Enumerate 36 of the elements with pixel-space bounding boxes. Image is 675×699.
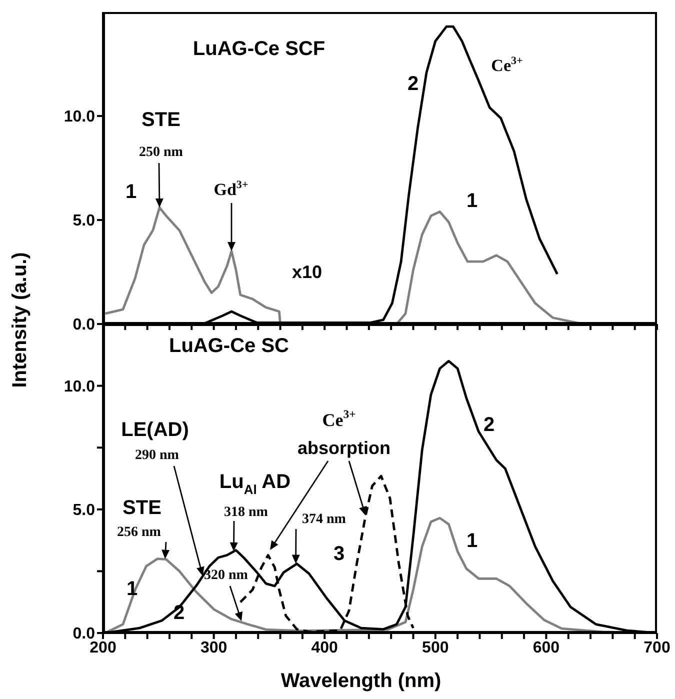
x-tick-label: 400	[311, 639, 338, 656]
x-tick-label: 500	[422, 639, 449, 656]
y-axis-title: Intensity (a.u.)	[9, 252, 32, 388]
text: LuAG-Ce SCF	[192, 38, 326, 60]
annotation: 1	[466, 190, 478, 212]
annotation: 250 nm	[139, 145, 184, 160]
annotation: Ce$^{3+}$	[322, 408, 356, 430]
x-tick-label: 300	[200, 639, 228, 656]
annotation: absorption	[298, 438, 390, 458]
annotation: 2	[407, 73, 419, 96]
annotation: 1	[125, 181, 137, 204]
annotation: STE	[142, 109, 180, 132]
annotation: 318 nm	[224, 505, 268, 520]
y-tick-label: 10.0	[64, 108, 96, 126]
text: LuAG-Ce SC	[169, 335, 289, 358]
annotation: 1	[126, 578, 138, 600]
annotation: Ce$^{3+}$	[491, 54, 523, 75]
annotation: 256 nm	[117, 525, 162, 540]
x-axis-title: Wavelength (nm)	[280, 670, 442, 692]
annotation: 290 nm	[135, 448, 180, 464]
y-tick-label: 5.0	[72, 212, 96, 230]
annotation: STE	[122, 497, 162, 520]
x-tick-label: 600	[532, 639, 560, 656]
x-tick-label: 700	[644, 639, 670, 656]
annotation: 2	[483, 414, 495, 436]
annotation: LE(AD)	[121, 419, 189, 442]
annotation: 3	[333, 543, 345, 566]
annotation: Lu$_{Al}$ AD	[219, 471, 291, 497]
annotation: x10	[292, 262, 322, 282]
annotation: 374 nm	[302, 512, 346, 528]
annotation: 320 nm	[204, 568, 248, 584]
annotation: 1	[466, 530, 478, 552]
annotation: Gd$^{3+}$	[214, 178, 248, 199]
y-tick-label: 5.0	[72, 502, 96, 520]
y-tick-label: 0.0	[72, 316, 96, 334]
y-tick-label: 10.0	[64, 378, 96, 396]
